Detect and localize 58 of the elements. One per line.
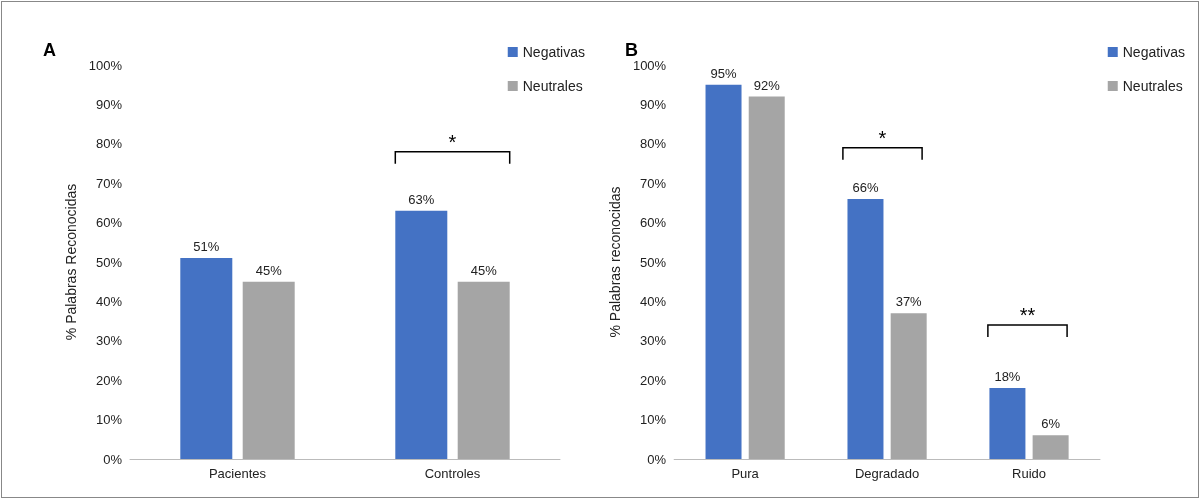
bar — [748, 96, 785, 459]
data-label: 95% — [710, 65, 737, 81]
x-tick-label: Pura — [731, 466, 760, 481]
legend-label: Neutrales — [1122, 78, 1183, 94]
y-tick-label: 50% — [640, 254, 667, 270]
data-label: 92% — [753, 77, 781, 93]
bar — [1032, 435, 1069, 459]
y-tick-label: 0% — [647, 451, 667, 467]
annotation: * — [448, 130, 457, 154]
x-tick-label: Ruido — [1012, 466, 1047, 481]
data-label: 45% — [470, 262, 498, 278]
annotation: ** — [1019, 304, 1036, 328]
data-label: 66% — [852, 179, 879, 195]
data-label: 63% — [408, 191, 435, 207]
y-tick-label: 10% — [640, 412, 667, 428]
y-tick-label: 70% — [640, 175, 667, 191]
data-label: 6% — [1041, 416, 1061, 432]
bar — [242, 281, 295, 459]
y-tick-label: 80% — [95, 136, 123, 152]
legend-label: Negativas — [1122, 44, 1186, 60]
bar — [457, 281, 510, 459]
data-label: 18% — [994, 369, 1021, 385]
chart-title: A — [43, 40, 56, 60]
y-tick-label: 10% — [95, 412, 123, 428]
y-tick-label: 50% — [95, 254, 123, 270]
data-label: 45% — [255, 262, 283, 278]
chart-title: B — [625, 40, 638, 60]
annotation: * — [878, 126, 887, 150]
x-tick-label: Degradado — [854, 466, 920, 481]
bar — [705, 84, 742, 459]
y-tick-label: 20% — [640, 372, 667, 388]
x-tick-label: Controles — [424, 466, 481, 481]
y-tick-label: 30% — [95, 333, 123, 349]
y-tick-label: 0% — [103, 451, 123, 467]
y-tick-label: 90% — [95, 96, 123, 112]
bar — [989, 388, 1026, 459]
data-label: 37% — [895, 294, 923, 310]
y-axis-title: % Palabras reconocidas — [607, 186, 623, 338]
y-tick-label: 40% — [95, 293, 123, 309]
legend-label: Negativas — [522, 44, 586, 60]
x-tick-label: Pacientes — [208, 466, 267, 481]
bar — [395, 210, 448, 459]
legend-label: Neutrales — [522, 78, 583, 94]
y-tick-label: 40% — [640, 293, 667, 309]
bar — [847, 198, 884, 459]
bar — [180, 258, 233, 459]
y-tick-label: 90% — [640, 96, 667, 112]
y-tick-label: 30% — [640, 333, 667, 349]
y-tick-label: 60% — [640, 215, 667, 231]
y-tick-label: 80% — [640, 136, 667, 152]
y-tick-label: 70% — [95, 175, 123, 191]
y-tick-label: 20% — [95, 372, 123, 388]
bar — [890, 313, 927, 459]
y-tick-label: 60% — [95, 215, 123, 231]
y-tick-label: 100% — [632, 57, 667, 73]
y-axis-title: % Palabras Reconocidas — [62, 183, 79, 341]
data-label: 51% — [193, 239, 220, 255]
y-tick-label: 100% — [88, 57, 123, 73]
